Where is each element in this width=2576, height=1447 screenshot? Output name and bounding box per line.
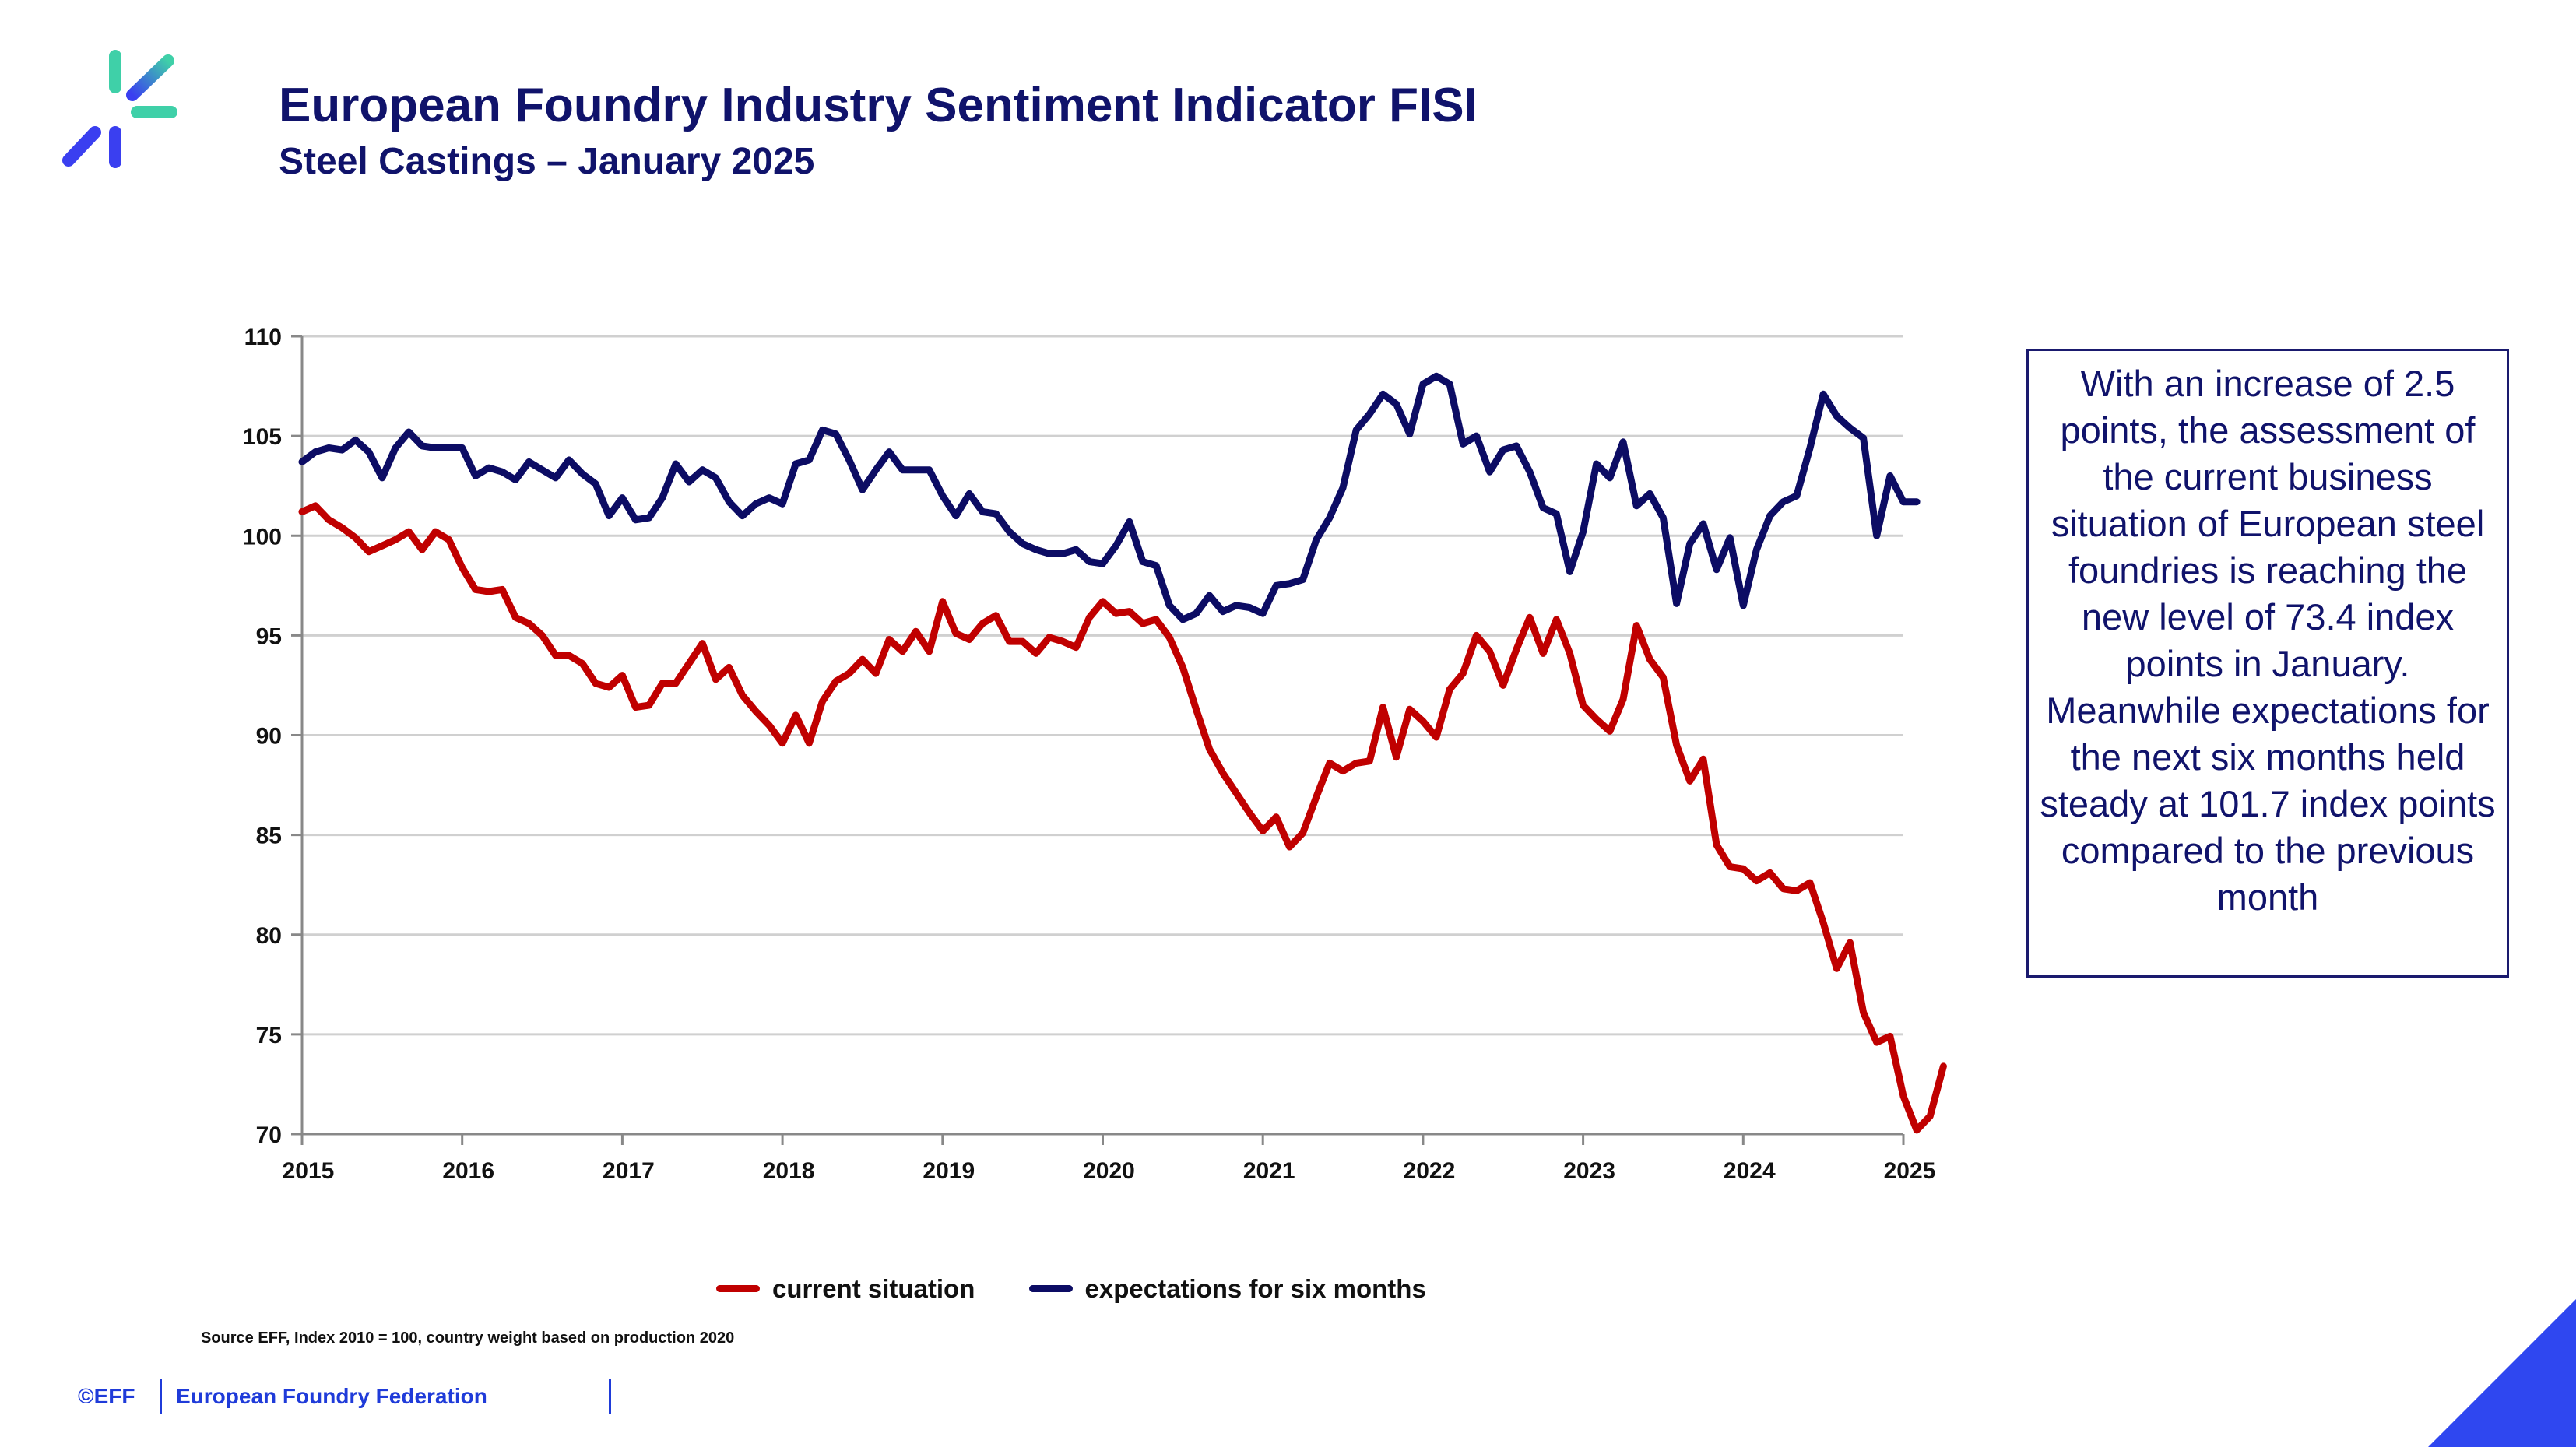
legend-item-current: current situation [716,1274,975,1304]
x-tick-label: 2022 [1404,1158,1456,1184]
legend-item-expectations: expectations for six months [1028,1273,1426,1304]
x-tick-label: 2018 [763,1158,815,1184]
x-tick-label: 2025 [1884,1158,1936,1184]
legend-swatch-current [716,1285,760,1292]
fisi-line-chart: 70 75 80 85 90 95 100 105 110 2015 2016 2017 2018 201… [243,325,1947,1184]
y-tick-label: 95 [256,623,282,649]
eff-logo-icon [59,50,177,168]
x-tick-label: 2017 [603,1158,655,1184]
page-subtitle: Steel Castings – January 2025 [279,141,815,182]
footer-divider-right [609,1379,611,1414]
x-tick-label: 2019 [923,1158,975,1184]
source-note: Source EFF, Index 2010 = 100, country we… [201,1329,735,1347]
x-tick-label: 2024 [1724,1158,1776,1184]
x-tick-label: 2021 [1243,1158,1295,1184]
commentary-box: With an increase of 2.5 points, the asse… [2026,349,2509,978]
chart-legend: current situation expectations for six m… [716,1269,1473,1304]
x-tick-label: 2023 [1563,1158,1615,1184]
x-tick-label: 2020 [1083,1158,1135,1184]
series-line-expectations [298,372,1921,623]
footer-divider [160,1379,162,1414]
y-tick-label: 110 [244,325,282,350]
corner-triangle-icon [2428,1299,2576,1447]
y-tick-label: 90 [256,724,282,750]
page-title: European Foundry Industry Sentiment Indi… [279,79,1478,132]
legend-label-expectations: expectations for six months [1084,1273,1426,1303]
legend-label-current: current situation [772,1273,975,1303]
x-tick-label: 2016 [442,1158,494,1184]
legend-swatch-expectations [1028,1285,1073,1292]
y-tick-label: 70 [256,1122,282,1148]
y-tick-label: 105 [243,424,282,450]
y-tick-label: 75 [256,1023,282,1048]
y-tick-label: 100 [243,524,282,550]
footer-organization: European Foundry Federation [176,1384,487,1408]
y-tick-label: 80 [256,923,282,949]
series-line-current [298,502,1947,1134]
footer-copyright: ©EFF [78,1384,135,1408]
y-tick-label: 85 [256,824,282,849]
x-tick-label: 2015 [283,1158,335,1184]
